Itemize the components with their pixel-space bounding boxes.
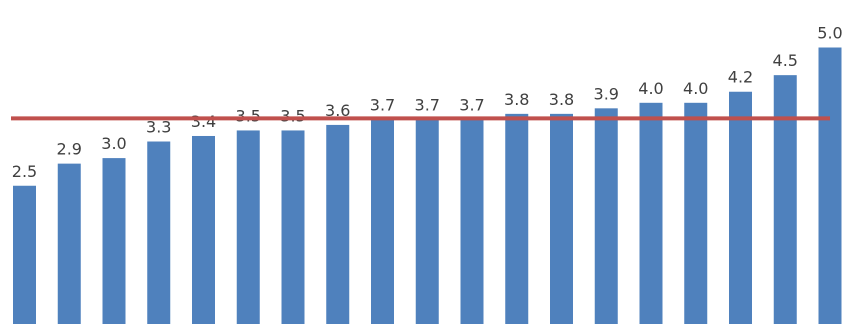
- bar-value-label: 3.0: [101, 134, 126, 153]
- bar-value-label: 3.4: [191, 112, 216, 131]
- bar-12: [505, 113, 529, 324]
- bar-value-label: 2.5: [12, 162, 37, 181]
- data-labels-group: 2.5 2.9 3.0 3.3 3.4 3.5 3.5 3.6 3.7 3.7 3.7 3.8 3.8 3…: [12, 24, 843, 181]
- bar-value-label: 5.0: [817, 24, 842, 43]
- bar-10: [415, 119, 439, 324]
- bar-value-label: 2.9: [57, 140, 82, 159]
- bar-14: [594, 108, 618, 324]
- bar-4: [147, 141, 171, 324]
- bar-8: [326, 124, 350, 324]
- bar-1: [13, 185, 36, 324]
- bar-16: [684, 102, 708, 324]
- bar-9: [371, 119, 394, 324]
- bar-value-label: 4.5: [773, 51, 798, 70]
- bar-6: [236, 130, 260, 324]
- bar-5: [192, 135, 215, 324]
- bar-7: [281, 130, 305, 324]
- bar-value-label: 4.2: [728, 68, 753, 87]
- bar-15: [639, 102, 663, 324]
- bar-value-label: 3.3: [146, 118, 171, 137]
- bars-group: [13, 47, 842, 324]
- bar-value-label: 3.9: [594, 84, 619, 103]
- bar-value-label: 3.8: [504, 90, 529, 109]
- bar-13: [550, 113, 573, 324]
- bar-value-label: 3.7: [415, 95, 440, 114]
- bar-17: [729, 91, 752, 324]
- bar-3: [102, 158, 126, 324]
- bar-value-label: 3.6: [325, 101, 350, 120]
- bar-value-label: 3.7: [370, 95, 395, 114]
- bar-19: [818, 47, 842, 324]
- bar-18: [773, 75, 797, 324]
- bar-value-label: 3.7: [459, 95, 484, 114]
- bar-value-label: 3.5: [236, 106, 261, 125]
- bar-value-label: 4.0: [638, 79, 663, 98]
- bar-value-label: 4.0: [683, 79, 708, 98]
- bar-11: [460, 119, 484, 324]
- bar-2: [57, 163, 81, 324]
- bar-value-label: 3.8: [549, 90, 574, 109]
- bar-value-label: 3.5: [280, 106, 305, 125]
